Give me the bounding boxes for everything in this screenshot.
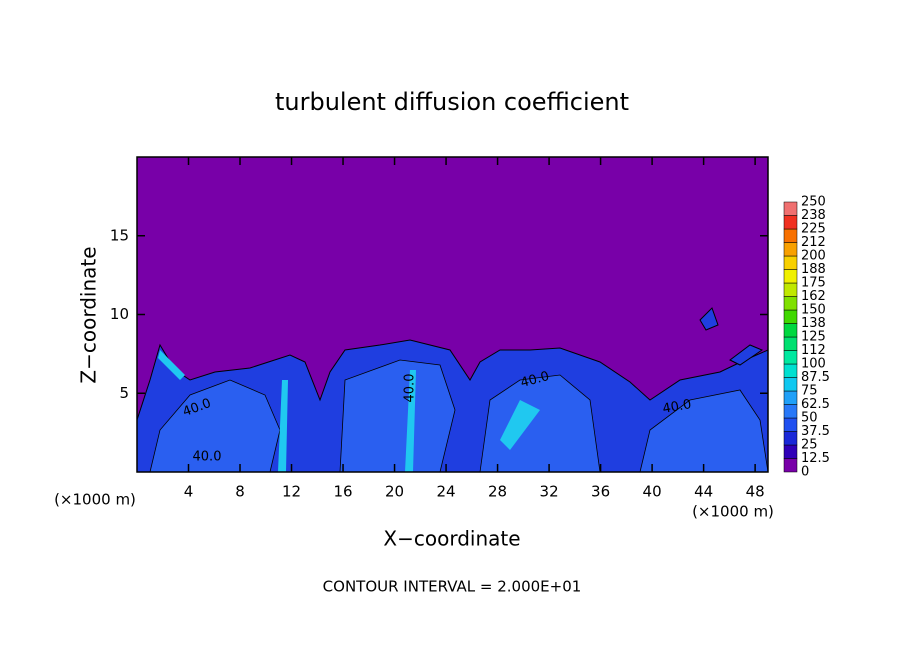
field <box>136 157 769 473</box>
colorbar-label: 112 <box>801 343 826 358</box>
colorbar-label: 212 <box>801 235 826 250</box>
colorbar-segment <box>783 296 798 311</box>
chart-title: turbulent diffusion coefficient <box>275 88 629 116</box>
colorbar-label: 87.5 <box>801 370 830 385</box>
footer-note: CONTOUR INTERVAL = 2.000E+01 <box>323 578 582 596</box>
x-axis-label: X−coordinate <box>383 527 520 551</box>
colorbar-label: 37.5 <box>801 424 830 439</box>
colorbar-segment <box>783 444 798 459</box>
colorbar-segment <box>783 228 798 243</box>
x-tick-label: 36 <box>591 483 610 501</box>
y-axis-label: Z−coordinate <box>77 246 101 383</box>
x-tick-label: 20 <box>385 483 404 501</box>
contour-label: 40.0 <box>519 369 551 391</box>
y-tick-label: 15 <box>110 226 129 244</box>
colorbar-label: 250 <box>801 195 826 210</box>
colorbar-segment <box>783 336 798 351</box>
colorbar-label: 25 <box>801 438 818 453</box>
colorbar-segment <box>783 215 798 230</box>
colorbar-label: 238 <box>801 208 826 223</box>
colorbar-segment <box>783 309 798 324</box>
colorbar-segment <box>783 417 798 432</box>
colorbar-label: 200 <box>801 249 826 264</box>
colorbar-label: 100 <box>801 357 826 372</box>
field-region <box>149 359 769 473</box>
colorbar-label: 62.5 <box>801 397 830 412</box>
x-tick-label: 40 <box>643 483 662 501</box>
x-tick-label: 28 <box>488 483 507 501</box>
colorbar-segment <box>783 404 798 419</box>
x-tick-label: 4 <box>184 483 194 501</box>
colorbar-label: 125 <box>801 330 826 345</box>
colorbar-segment <box>783 458 798 473</box>
colorbar-segment <box>783 242 798 257</box>
colorbar-label: 75 <box>801 384 818 399</box>
x-tick-label: 24 <box>437 483 456 501</box>
colorbar-segment <box>783 282 798 297</box>
colorbar-label: 150 <box>801 303 826 318</box>
colorbar-segment <box>783 390 798 405</box>
colorbar-segment <box>783 269 798 284</box>
colorbar-segment <box>783 201 798 216</box>
colorbar-label: 188 <box>801 262 826 277</box>
colorbar-segment <box>783 255 798 270</box>
x-unit: (×1000 m) <box>692 503 774 521</box>
contour-label: 40.0 <box>661 397 692 417</box>
colorbar-label: 50 <box>801 411 818 426</box>
x-tick-label: 48 <box>746 483 765 501</box>
colorbar-label: 162 <box>801 289 826 304</box>
colorbar-segment <box>783 431 798 446</box>
colorbar-segment <box>783 323 798 338</box>
colorbar-label: 225 <box>801 222 826 237</box>
x-tick-label: 16 <box>333 483 352 501</box>
field-region <box>699 307 764 366</box>
x-tick-label: 44 <box>694 483 713 501</box>
x-unit: (×1000 m) <box>54 491 136 509</box>
colorbar-label: 138 <box>801 316 826 331</box>
contour-label: 40.0 <box>403 374 418 403</box>
x-tick-label: 32 <box>540 483 559 501</box>
colorbar-label: 12.5 <box>801 451 830 466</box>
colorbar-segment <box>783 363 798 378</box>
colorbar-segment <box>783 377 798 392</box>
contour-label: 40.0 <box>193 450 222 465</box>
y-tick-label: 5 <box>119 384 129 402</box>
x-tick-label: 8 <box>235 483 245 501</box>
colorbar-label: 0 <box>801 465 809 480</box>
y-tick-label: 10 <box>110 305 129 323</box>
x-tick-label: 12 <box>282 483 301 501</box>
colorbar-segment <box>783 350 798 365</box>
colorbar-label: 175 <box>801 276 826 291</box>
